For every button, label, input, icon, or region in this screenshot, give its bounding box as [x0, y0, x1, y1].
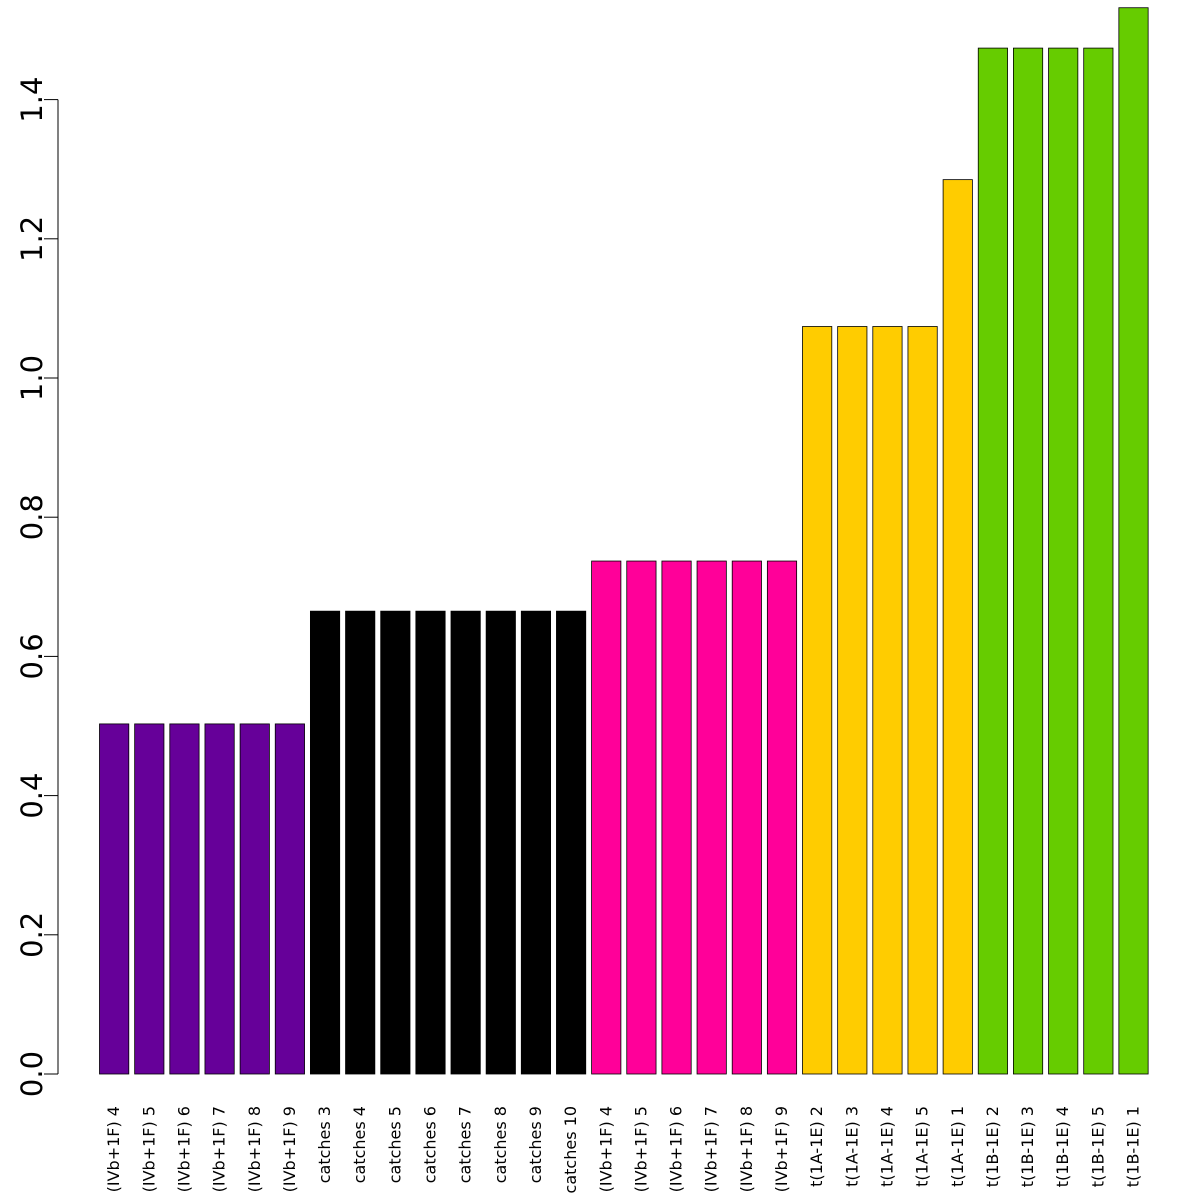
x-tick-label: (IVb+1F) 7 — [702, 1106, 721, 1192]
x-tick-label: t(1A-1E) 3 — [842, 1106, 861, 1187]
bar — [1118, 7, 1149, 1075]
bar — [99, 723, 130, 1075]
y-tick-label: 0.8 — [15, 494, 49, 540]
bar — [204, 723, 235, 1075]
x-tick-label: t(1B-1E) 5 — [1088, 1106, 1107, 1187]
x-axis-labels: (IVb+1F) 4 (IVb+1F) 5 (IVb+1F) 6 (IVb+1F) 7… — [104, 1106, 1142, 1193]
y-tick-label: 0.4 — [15, 773, 49, 819]
bar — [942, 179, 973, 1075]
x-tick-label: (IVb+1F) 6 — [174, 1106, 193, 1192]
x-tick-label: (IVb+1F) 4 — [104, 1106, 123, 1192]
bar — [169, 723, 200, 1075]
bar — [134, 723, 165, 1075]
x-tick-label: catches 8 — [491, 1106, 510, 1183]
x-tick-label: t(1A-1E) 2 — [807, 1106, 826, 1187]
x-tick-label: t(1A-1E) 5 — [913, 1106, 932, 1187]
bar — [872, 326, 903, 1075]
x-tick-label: (IVb+1F) 8 — [245, 1106, 264, 1192]
bar — [450, 610, 481, 1075]
y-tick-label: 1.2 — [15, 216, 49, 262]
x-tick-label: t(1A-1E) 1 — [948, 1106, 967, 1187]
bar — [1083, 47, 1114, 1075]
bar — [837, 326, 868, 1075]
x-tick-label: catches 10 — [561, 1106, 580, 1193]
bar — [626, 560, 657, 1075]
x-tick-label: catches 4 — [350, 1106, 369, 1183]
x-tick-label: catches 6 — [421, 1106, 440, 1183]
bar — [1048, 47, 1079, 1075]
bar — [415, 610, 446, 1075]
y-tick-label: 0.0 — [15, 1051, 49, 1097]
bar — [520, 610, 551, 1075]
y-tick-label: 0.6 — [15, 633, 49, 679]
y-tick-label: 0.2 — [15, 912, 49, 958]
x-tick-label: t(1B-1E) 1 — [1124, 1106, 1143, 1187]
bars — [99, 7, 1149, 1075]
bar — [309, 610, 341, 1075]
bar — [1013, 47, 1044, 1075]
bar — [345, 610, 376, 1075]
y-tick-label: 1.4 — [15, 77, 49, 123]
x-tick-label: t(1A-1E) 4 — [877, 1106, 896, 1187]
x-tick-label: (IVb+1F) 6 — [667, 1106, 686, 1192]
x-tick-label: t(1B-1E) 4 — [1053, 1106, 1072, 1187]
x-tick-label: (IVb+1F) 5 — [631, 1106, 650, 1192]
bar — [239, 723, 270, 1075]
x-tick-label: (IVb+1F) 9 — [280, 1106, 299, 1192]
x-tick-label: (IVb+1F) 5 — [139, 1106, 158, 1192]
bar — [907, 326, 938, 1075]
x-tick-label: (IVb+1F) 4 — [596, 1106, 615, 1192]
bar — [766, 560, 798, 1075]
bar — [696, 560, 727, 1075]
bar — [274, 723, 305, 1075]
bar — [380, 610, 411, 1075]
bar — [591, 560, 622, 1075]
x-tick-label: catches 5 — [385, 1106, 404, 1183]
bar — [661, 560, 692, 1075]
x-tick-label: t(1B-1E) 2 — [983, 1106, 1002, 1187]
x-tick-label: catches 3 — [315, 1106, 334, 1183]
x-tick-label: catches 7 — [456, 1106, 475, 1183]
x-tick-label: (IVb+1F) 7 — [210, 1106, 229, 1192]
x-tick-label: (IVb+1F) 9 — [772, 1106, 791, 1192]
x-tick-label: t(1B-1E) 3 — [1018, 1106, 1037, 1187]
bar — [556, 610, 587, 1075]
x-tick-label: (IVb+1F) 8 — [737, 1106, 756, 1192]
y-axis: 0.0 0.2 0.4 0.6 0.8 1.0 1.2 1.4 — [15, 77, 59, 1097]
bar — [977, 47, 1008, 1075]
bar — [731, 560, 762, 1075]
x-tick-label: catches 9 — [526, 1106, 545, 1183]
bar — [802, 326, 833, 1075]
bar — [485, 610, 516, 1075]
y-tick-label: 1.0 — [15, 355, 49, 401]
